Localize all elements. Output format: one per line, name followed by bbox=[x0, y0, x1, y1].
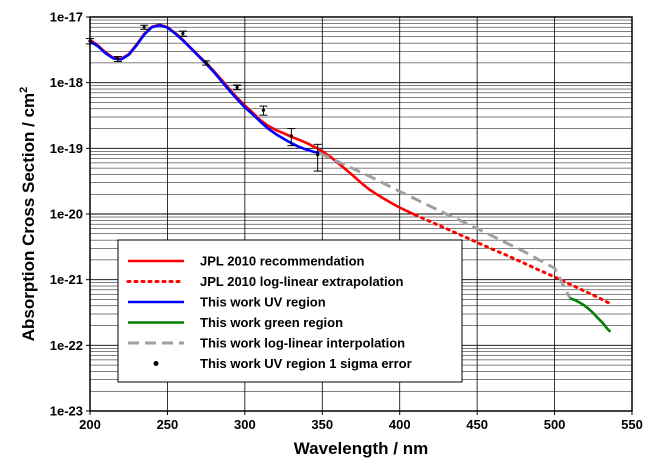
x-tick-label: 350 bbox=[311, 417, 333, 432]
legend-label: This work log-linear interpolation bbox=[200, 336, 405, 351]
x-tick-label: 500 bbox=[544, 417, 566, 432]
legend-marker bbox=[153, 361, 159, 366]
legend-box bbox=[117, 239, 463, 383]
y-axis-title-superscript: 2 bbox=[18, 87, 30, 93]
legend-label: This work green region bbox=[200, 315, 343, 330]
legend: JPL 2010 recommendation JPL 2010 log-line… bbox=[117, 239, 463, 383]
error-point bbox=[261, 108, 266, 112]
x-axis-title: Wavelength / nm bbox=[294, 439, 428, 458]
error-point bbox=[142, 25, 146, 29]
y-tick-label: 1e-17 bbox=[50, 10, 83, 25]
error-point bbox=[316, 153, 320, 157]
y-tick-label: 1e-20 bbox=[50, 207, 83, 222]
x-tick-label: 450 bbox=[466, 417, 488, 432]
error-point bbox=[204, 61, 208, 65]
error-point bbox=[235, 85, 239, 89]
series-line-3 bbox=[569, 297, 612, 333]
y-tick-labels: 1e-23 1e-22 1e-21 1e-20 1e-19 1e-18 1e-17 bbox=[50, 10, 90, 419]
series-layer bbox=[86, 23, 612, 333]
legend-label: This work UV region 1 sigma error bbox=[200, 356, 412, 371]
y-tick-label: 1e-23 bbox=[50, 404, 83, 419]
y-tick-label: 1e-21 bbox=[50, 272, 83, 287]
x-tick-label: 550 bbox=[621, 417, 643, 432]
y-axis-title: Absorption Cross Section / cm2 bbox=[18, 87, 38, 342]
y-tick-label: 1e-19 bbox=[50, 141, 83, 156]
legend-label: JPL 2010 log-linear extrapolation bbox=[200, 274, 404, 289]
y-axis-title-text: Absorption Cross Section / cm bbox=[19, 93, 38, 341]
series-line-1 bbox=[413, 213, 612, 306]
x-tick-label: 400 bbox=[389, 417, 411, 432]
x-tick-label: 200 bbox=[79, 417, 101, 432]
legend-items: JPL 2010 recommendation JPL 2010 log-line… bbox=[126, 254, 412, 371]
error-point bbox=[289, 134, 293, 138]
x-tick-label: 250 bbox=[157, 417, 179, 432]
legend-label: This work UV region bbox=[200, 295, 326, 310]
x-tick-labels: 200 250 300 350 400 450 500 550 bbox=[79, 411, 643, 432]
x-tick-label: 300 bbox=[234, 417, 256, 432]
y-tick-label: 1e-22 bbox=[50, 338, 83, 353]
legend-label: JPL 2010 recommendation bbox=[200, 254, 365, 269]
series-line-4 bbox=[318, 151, 572, 299]
error-point bbox=[116, 57, 120, 61]
y-tick-label: 1e-18 bbox=[50, 75, 83, 90]
error-point bbox=[181, 31, 185, 36]
